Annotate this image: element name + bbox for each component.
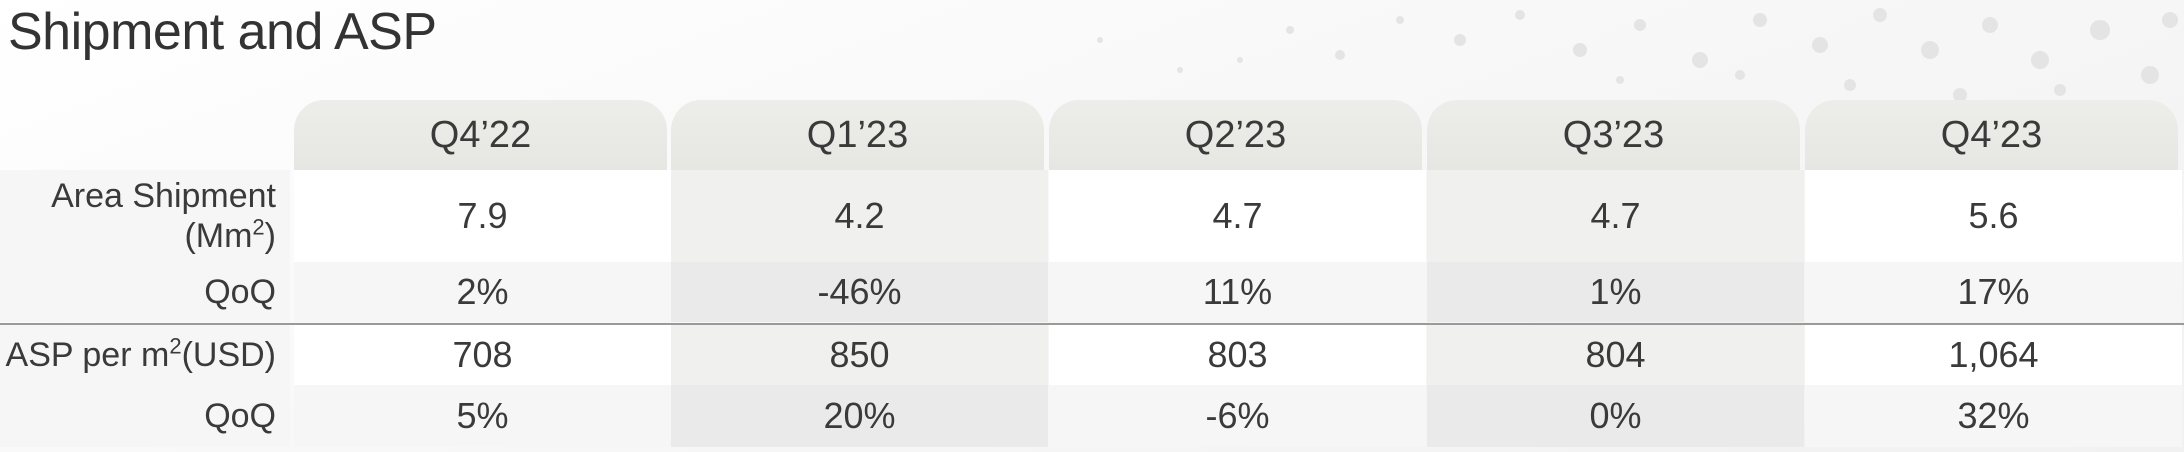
table-cell: 5% — [294, 385, 671, 447]
table-cell: 850 — [671, 325, 1048, 385]
table-cell: -46% — [671, 262, 1048, 322]
table-cell: 4.7 — [1427, 170, 1804, 262]
row-label-line2: (Mm2) — [184, 214, 276, 255]
row-label-qoq: QoQ — [0, 262, 290, 322]
table-cell: 803 — [1049, 325, 1426, 385]
row-label-area-shipment: Area Shipment (Mm2) — [0, 170, 290, 262]
table-row: ASP per m2(USD) 708 850 803 804 1,064 — [0, 325, 2184, 385]
table-cell: 4.7 — [1049, 170, 1426, 262]
table-cell: 32% — [1805, 385, 2182, 447]
table-cell: 4.2 — [671, 170, 1048, 262]
table-cell: 2% — [294, 262, 671, 322]
table-cell: 5.6 — [1805, 170, 2182, 262]
table-row: QoQ 5% 20% -6% 0% 32% — [0, 385, 2184, 447]
table-cell: 11% — [1049, 262, 1426, 322]
section-divider — [0, 323, 2184, 325]
column-header: Q3’23 — [1427, 100, 1800, 170]
table-header-row: Q4’22 Q1’23 Q2’23 Q3’23 Q4’23 — [0, 100, 2184, 170]
table-cell: 0% — [1427, 385, 1804, 447]
table-cell: -6% — [1049, 385, 1426, 447]
column-header: Q4’23 — [1805, 100, 2178, 170]
table-cell: 20% — [671, 385, 1048, 447]
page-title: Shipment and ASP — [8, 3, 437, 61]
table-row: QoQ 2% -46% 11% 1% 17% — [0, 262, 2184, 322]
table-cell: 708 — [294, 325, 671, 385]
row-label-qoq: QoQ — [0, 385, 290, 447]
table-cell: 1% — [1427, 262, 1804, 322]
row-label-line1: Area Shipment — [51, 177, 276, 215]
table-cell: 17% — [1805, 262, 2182, 322]
column-header: Q1’23 — [671, 100, 1044, 170]
table-cell: 7.9 — [294, 170, 671, 262]
table-cell: 804 — [1427, 325, 1804, 385]
table-cell: 1,064 — [1805, 325, 2182, 385]
column-header: Q2’23 — [1049, 100, 1422, 170]
table-row: Area Shipment (Mm2) 7.9 4.2 4.7 4.7 5.6 — [0, 170, 2184, 262]
column-header: Q4’22 — [294, 100, 667, 170]
row-label-asp: ASP per m2(USD) — [0, 325, 290, 385]
